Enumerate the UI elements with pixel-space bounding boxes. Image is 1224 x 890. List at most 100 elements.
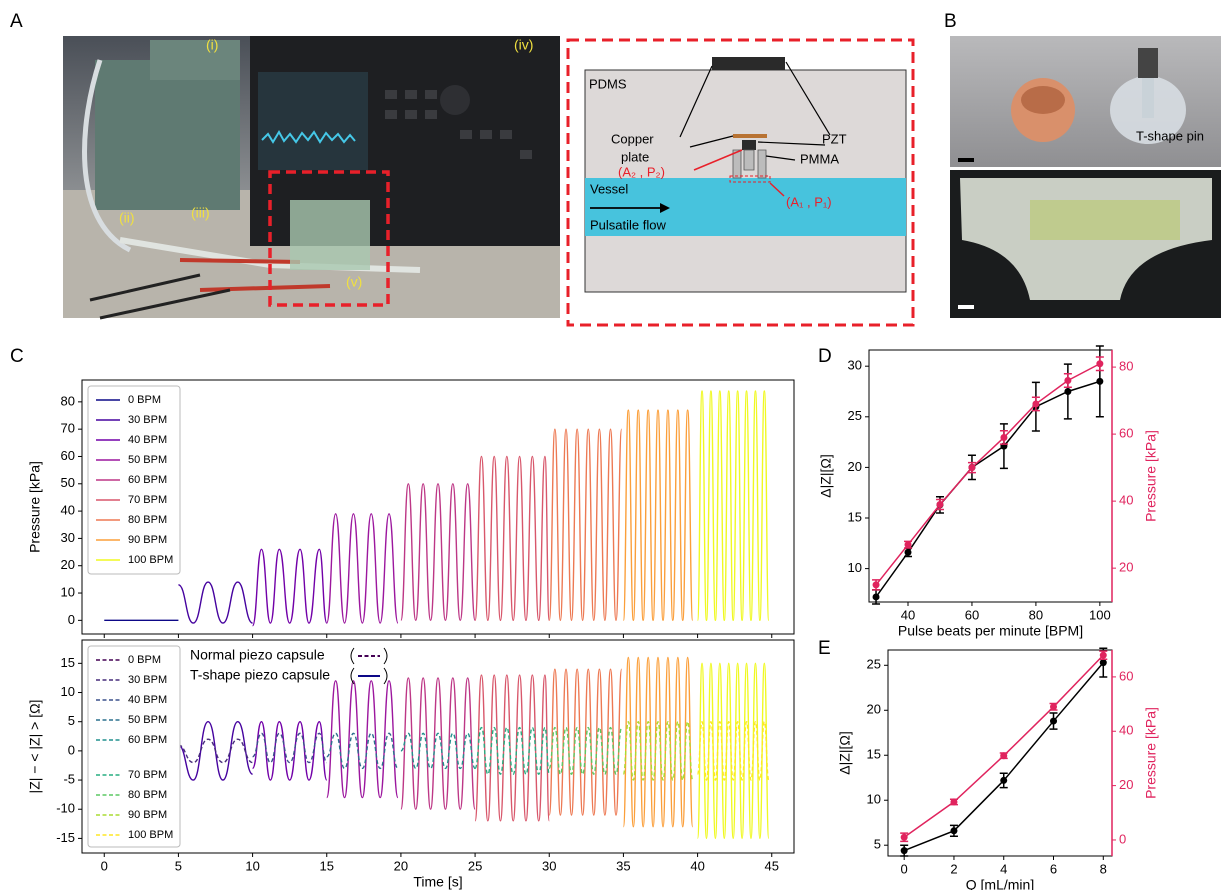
legend-label: 50 BPM — [128, 454, 167, 466]
diagram-label: Pulsatile flow — [590, 217, 666, 232]
signal-line — [178, 738, 253, 764]
y-tick-label: 10 — [848, 560, 862, 575]
marker — [1032, 400, 1040, 408]
y-tick-label: 20 — [848, 459, 862, 474]
y-tick-label: 30 — [848, 358, 862, 373]
signal-line — [400, 677, 476, 810]
y-tick-label: 20 — [61, 557, 75, 572]
y2-axis-label: Pressure [kPa] — [1143, 707, 1159, 799]
panel-label: E — [818, 638, 831, 659]
x-tick-label: 40 — [690, 858, 704, 873]
y-tick-label: -5 — [63, 771, 75, 786]
legend-label: 100 BPM — [128, 554, 173, 566]
marker — [1000, 776, 1008, 784]
y2-tick-label: 20 — [1119, 560, 1133, 575]
axes-frame — [81, 639, 795, 854]
marker — [950, 798, 958, 806]
marker — [900, 833, 908, 841]
x-tick-label: 0 — [901, 861, 908, 876]
photo-label: (iv) — [514, 37, 533, 53]
legend-label: 30 BPM — [128, 674, 167, 686]
signal-line — [622, 720, 694, 781]
legend-label: 40 BPM — [128, 694, 167, 706]
marker — [1064, 387, 1072, 395]
legend-label: 60 BPM — [128, 474, 167, 486]
y-tick-label: 0 — [68, 612, 75, 627]
y-tick-label: 30 — [61, 530, 75, 545]
legend-label: 100 BPM — [128, 829, 173, 841]
x-tick-label: 100 — [1089, 607, 1111, 622]
legend-label: 70 BPM — [128, 494, 167, 506]
y-axis-label: Δ|Z|[Ω] — [837, 731, 853, 774]
y-tick-label: 10 — [867, 792, 881, 807]
photo-label: (v) — [346, 274, 362, 290]
x-axis-label: Pulse beats per minute [BPM] — [898, 623, 1083, 639]
photo-label: (ii) — [119, 210, 135, 226]
series-line — [875, 363, 1101, 586]
signal-line — [326, 680, 399, 799]
x-tick-label: 2 — [950, 861, 957, 876]
panel-label: A — [10, 11, 23, 32]
marker — [1000, 752, 1008, 760]
paren — [350, 647, 388, 665]
annotation: Normal piezo capsule — [190, 647, 325, 663]
legend-box — [87, 385, 181, 575]
x-tick-label: 6 — [1050, 861, 1057, 876]
diagram-label: Vessel — [590, 181, 628, 196]
photo-a — [63, 36, 560, 320]
diagram-label: plate — [621, 149, 649, 164]
y-axis-label: Pressure [kPa] — [27, 461, 43, 553]
y-tick-label: 10 — [61, 584, 75, 599]
schematic — [566, 38, 915, 327]
marker — [1050, 717, 1058, 725]
signal-line — [178, 720, 254, 781]
y-tick-label: 70 — [61, 421, 75, 436]
y2-tick-label: 60 — [1119, 426, 1133, 441]
series-line — [903, 654, 1104, 838]
marker — [968, 464, 976, 472]
photo-label: (iii) — [191, 205, 210, 221]
x-tick-label: 30 — [542, 858, 556, 873]
y2-tick-label: 0 — [1119, 831, 1126, 846]
signal-line — [548, 428, 623, 622]
x-tick-label: 10 — [245, 858, 259, 873]
axes-frame — [868, 349, 1113, 603]
marker — [1096, 360, 1104, 368]
y-tick-label: 80 — [61, 393, 75, 408]
diagram-label: (A₁ , P₁) — [786, 194, 832, 209]
legend-label: 0 BPM — [128, 394, 161, 406]
diagram-label: (A₂ , P₂) — [618, 164, 665, 179]
x-axis-label: Q [mL/min] — [966, 877, 1034, 890]
marker — [1050, 703, 1058, 711]
marker — [936, 500, 944, 508]
x-tick-label: 40 — [901, 607, 915, 622]
legend-label: 0 BPM — [128, 654, 161, 666]
legend-label: 90 BPM — [128, 809, 167, 821]
signal-line — [251, 720, 328, 781]
marker — [1096, 377, 1104, 385]
y-tick-label: 50 — [61, 475, 75, 490]
panel-label: C — [10, 346, 24, 367]
x-axis-label: Time [s] — [413, 874, 462, 890]
axes-frame — [81, 379, 795, 635]
y2-tick-label: 80 — [1119, 359, 1133, 374]
signal-line — [622, 656, 694, 828]
y-tick-label: 5 — [874, 837, 881, 852]
marker — [950, 827, 958, 835]
y-tick-label: 10 — [61, 684, 75, 699]
x-tick-label: 8 — [1100, 861, 1107, 876]
marker — [904, 541, 912, 549]
signal-line — [178, 581, 253, 624]
marker — [872, 581, 880, 589]
diagram-label: Copper — [611, 131, 654, 146]
x-tick-label: 25 — [468, 858, 482, 873]
legend-box — [87, 645, 181, 848]
x-tick-label: 0 — [101, 858, 108, 873]
legend-label: 70 BPM — [128, 769, 167, 781]
legend-label: 40 BPM — [128, 434, 167, 446]
series-line — [875, 380, 1101, 598]
y-tick-label: 25 — [848, 408, 862, 423]
x-tick-label: 15 — [320, 858, 334, 873]
signal-line — [251, 548, 328, 627]
